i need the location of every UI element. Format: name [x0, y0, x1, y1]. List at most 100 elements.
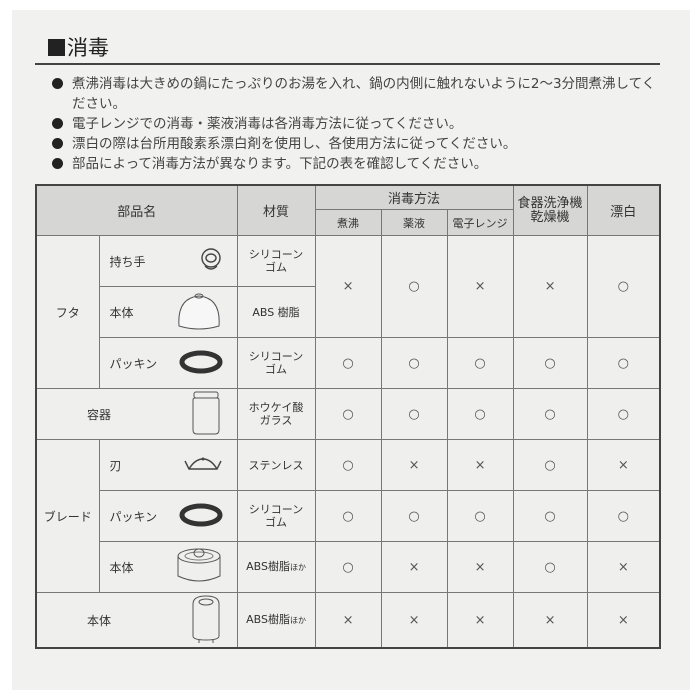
table-row: 本体 ABS樹脂ほか × × × × × [35, 592, 661, 649]
part-name: 刃 [109, 458, 122, 473]
circle-mark: ○ [408, 406, 420, 422]
page-title: 消毒 [48, 32, 109, 62]
bullet-dot-icon [52, 158, 63, 169]
part-name: 持ち手 [109, 254, 146, 269]
circle-mark: ○ [544, 355, 556, 371]
mark-cell: × [586, 592, 661, 649]
square-bullet-icon [48, 38, 65, 56]
divider [35, 63, 660, 65]
circle-mark: ○ [544, 508, 556, 524]
bullet-item: 電子レンジでの消毒・薬液消毒は各消毒方法に従ってください。 [52, 114, 662, 134]
material-text: ABS樹脂 [246, 613, 290, 626]
material-text: ABS樹脂 [246, 560, 290, 573]
part-cell: パッキン [98, 337, 238, 389]
material-text: シリコーン ゴム [248, 248, 304, 274]
cross-mark: × [408, 559, 420, 575]
material-text: シリコーン ゴム [248, 503, 304, 529]
main-unit-icon [189, 594, 223, 647]
circle-mark: ○ [342, 559, 354, 575]
bullet-text: 漂白の際は台所用酸素系漂白剤を使用し、各使用方法に従ってください。 [72, 136, 517, 152]
circle-mark: ○ [342, 457, 354, 473]
material-text: シリコーン ゴム [248, 350, 304, 376]
header-bleach: 漂白 [586, 184, 661, 236]
packing-ring-icon [179, 503, 223, 530]
part-name: パッキン [109, 509, 158, 524]
mark-cell: ○ [586, 388, 661, 440]
mark-cell: × [314, 592, 382, 649]
mark-cell: ○ [512, 541, 588, 593]
circle-mark: ○ [544, 559, 556, 575]
cross-mark: × [617, 559, 629, 575]
circle-mark: ○ [544, 406, 556, 422]
mark-cell: ○ [314, 337, 382, 389]
cross-mark: × [474, 612, 486, 628]
bullet-item: 漂白の際は台所用酸素系漂白剤を使用し、各使用方法に従ってください。 [52, 134, 662, 154]
mark-cell: × [512, 592, 588, 649]
mark-cell: ○ [314, 388, 382, 440]
table-row: パッキン シリコーン ゴム ○ ○ ○ ○ ○ [36, 337, 661, 389]
circle-mark: ○ [617, 406, 629, 422]
circle-mark: ○ [342, 355, 354, 371]
material-text: ステンレス [248, 458, 304, 472]
part-name: パッキン [109, 356, 158, 371]
bullet-dot-icon [52, 78, 63, 89]
bullet-item: 煮沸消毒は大きめの鍋にたっぷりのお湯を入れ、鍋の内側に触れないように2～3分間煮… [52, 74, 662, 114]
group-blade: ブレード [35, 439, 100, 593]
jar-icon [189, 390, 223, 439]
mark-cell: × [446, 541, 514, 593]
cross-mark: × [544, 279, 556, 294]
part-cell: 本体 [98, 541, 238, 593]
material-cell: シリコーン ゴム [236, 337, 316, 389]
handle-icon [199, 247, 223, 276]
circle-mark: ○ [617, 279, 629, 294]
cross-mark: × [474, 559, 486, 575]
mark-cell: × [380, 592, 448, 649]
table-row: 本体 ABS 樹脂 [36, 286, 660, 338]
part-cell: 容器 [35, 388, 238, 440]
material-cell: ABS 樹脂 [236, 286, 316, 338]
material-cell: シリコーン ゴム [236, 490, 316, 542]
mark-cell: ○ [512, 439, 588, 491]
header-part: 部品名 [35, 184, 238, 236]
cross-mark: × [474, 457, 486, 473]
mark-cell: ○ [446, 337, 514, 389]
circle-mark: ○ [342, 406, 354, 422]
group-lid: フタ [35, 235, 100, 389]
bullet-list: 煮沸消毒は大きめの鍋にたっぷりのお湯を入れ、鍋の内側に触れないように2～3分間煮… [52, 74, 662, 174]
material-text: ホウケイ酸 ガラス [248, 401, 304, 427]
blade-icon [183, 455, 223, 476]
material-suffix: ほか [289, 616, 306, 625]
part-name: 本体 [109, 305, 134, 320]
circle-mark: ○ [617, 355, 629, 371]
cross-mark: × [408, 457, 420, 473]
circle-mark: ○ [474, 406, 486, 422]
part-name: 本体 [87, 613, 112, 628]
circle-mark: ○ [408, 355, 420, 371]
bullet-dot-icon [52, 118, 63, 129]
header-boil: 煮沸 [314, 209, 382, 236]
circle-mark: ○ [544, 457, 556, 473]
part-cell: 本体 [35, 592, 238, 649]
material-suffix: ほか [289, 563, 306, 572]
header-material: 材質 [236, 184, 316, 236]
blade-base-icon [175, 546, 223, 589]
bullet-text: 電子レンジでの消毒・薬液消毒は各消毒方法に従ってください。 [72, 116, 463, 132]
mark-cell: × [446, 235, 514, 338]
mark-cell: × [380, 541, 448, 593]
title-text: 消毒 [67, 36, 109, 60]
cross-mark: × [617, 612, 629, 628]
table-row: 容器 ホウケイ酸 ガラス ○ ○ ○ ○ ○ [35, 388, 661, 440]
cross-mark: × [617, 457, 629, 473]
bullet-text: 煮沸消毒は大きめの鍋にたっぷりのお湯を入れ、鍋の内側に触れないように2～3分間煮… [72, 76, 656, 112]
mark-cell: ○ [512, 337, 588, 389]
lid-body-icon [175, 290, 223, 335]
header-dishwasher: 食器洗浄機 乾燥機 [512, 184, 588, 236]
circle-mark: ○ [342, 508, 354, 524]
mark-cell: ○ [314, 541, 382, 593]
mark-cell: ○ [446, 388, 514, 440]
mark-cell: ○ [586, 337, 661, 389]
part-name: 本体 [109, 560, 134, 575]
mark-cell: × [586, 439, 661, 491]
material-cell: ステンレス [236, 439, 316, 491]
mark-cell: × [314, 235, 382, 338]
